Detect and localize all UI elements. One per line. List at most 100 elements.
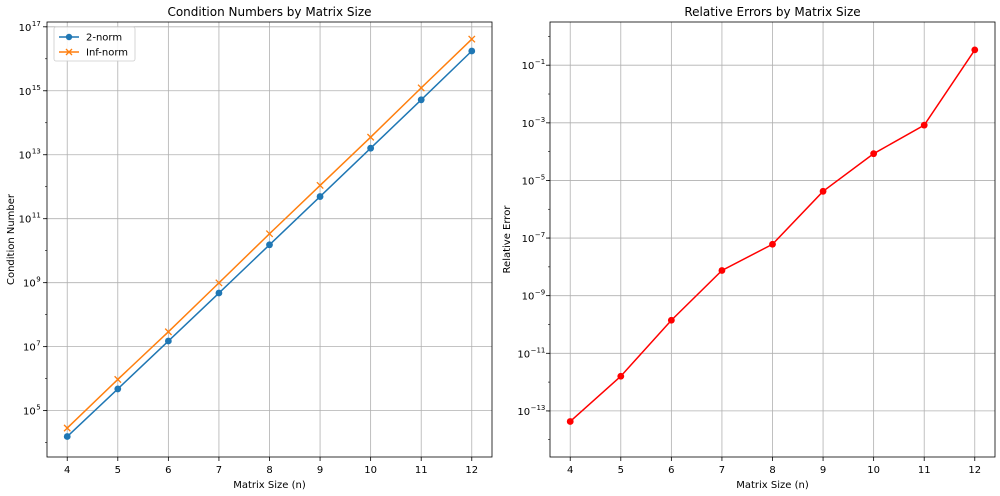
x-tick-label: 9 (317, 465, 323, 476)
data-point (920, 121, 928, 129)
data-point (114, 375, 122, 384)
y-tick-label-exponent: 13 (32, 148, 41, 156)
data-point (114, 385, 122, 393)
y-tick-label: 10 (23, 279, 36, 290)
x-tick-label: 10 (867, 465, 880, 476)
y-tick-label-exponent: −11 (531, 346, 546, 354)
legend: 2-norm Inf-norm (53, 26, 136, 62)
x-axis-label: Matrix Size (n) (736, 480, 809, 491)
x-tick-label: 5 (618, 465, 624, 476)
data-point (468, 35, 476, 43)
data-point (215, 279, 223, 287)
chart-title: Condition Numbers by Matrix Size (167, 5, 371, 19)
marker-stroke (215, 279, 223, 287)
y-tick-label: 10 (19, 151, 32, 162)
y-tick-label-exponent: 5 (36, 404, 40, 412)
data-point (667, 316, 675, 324)
chart-panel-2: Relative Errors by Matrix Size 4 5 6 7 8 9 10 11… (502, 5, 996, 491)
grid (550, 22, 995, 457)
x-tick-label: 9 (820, 465, 826, 476)
x-tick-label: 4 (567, 465, 573, 476)
x-tick-label: 5 (115, 465, 121, 476)
y-tick-label-exponent: 7 (36, 340, 40, 348)
y-tick-label-exponent: 17 (32, 20, 41, 28)
y-axis-label: Relative Error (502, 205, 513, 274)
data-point (63, 433, 71, 440)
legend-entry: 2-norm (59, 33, 122, 44)
data-point (870, 150, 878, 158)
series-relative-error (566, 46, 979, 425)
x-axis-label: Matrix Size (n) (233, 480, 306, 491)
y-tick-label: 10 (23, 407, 36, 418)
y-tick-label: 10 (522, 61, 535, 72)
y-tick-label-exponent: −9 (535, 289, 545, 297)
data-point (366, 133, 375, 141)
legend-label: Inf-norm (86, 48, 128, 59)
data-point (316, 181, 324, 190)
y-tick-label: 10 (522, 176, 535, 187)
marker-stroke (114, 375, 122, 384)
x-tick-label: 7 (216, 465, 222, 476)
data-point (617, 372, 625, 380)
x-tick-label: 11 (918, 465, 931, 476)
data-point (718, 267, 726, 274)
data-point (63, 424, 71, 432)
y-tick-label: 10 (517, 349, 530, 360)
y-tick-label-exponent: −3 (535, 116, 545, 124)
x-tick-label: 6 (668, 465, 674, 476)
x-tick-label: 7 (719, 465, 725, 476)
marker-stroke (265, 230, 274, 238)
chart-title: Relative Errors by Matrix Size (684, 5, 860, 19)
data-point (566, 418, 574, 425)
series-2-norm (63, 47, 476, 440)
y-tick-label-exponent: −5 (535, 173, 545, 181)
y-tick-label: 10 (522, 119, 535, 130)
y-tick-label-exponent: −7 (535, 231, 545, 239)
y-tick-label: 10 (522, 292, 535, 303)
y-tick-label-exponent: 11 (32, 212, 41, 220)
y-tick-label: 10 (517, 407, 530, 418)
y-tick-label-exponent: −1 (535, 58, 545, 66)
x-tick-label: 6 (165, 465, 171, 476)
y-tick-label-exponent: 9 (36, 276, 40, 284)
y-tick-label: 10 (19, 23, 32, 34)
marker-stroke (417, 84, 425, 92)
marker-stroke (164, 328, 173, 336)
data-point (367, 144, 375, 152)
marker-stroke (468, 35, 476, 43)
y-tick-label-exponent: 15 (32, 84, 41, 92)
marker-stroke (366, 133, 375, 141)
y-tick-label: 10 (23, 343, 36, 354)
legend-marker (65, 33, 73, 41)
y-tick-label: 10 (522, 234, 535, 245)
data-point (316, 193, 324, 200)
data-point (417, 96, 425, 104)
x-tick-label: 4 (64, 465, 70, 476)
x-tick-label: 10 (364, 465, 377, 476)
y-axis-label: Condition Number (6, 193, 17, 285)
y-tick-label-exponent: −13 (531, 404, 546, 412)
x-tick-label: 12 (968, 465, 981, 476)
y-tick-label: 10 (19, 87, 32, 98)
data-point (417, 84, 425, 92)
data-point (819, 187, 827, 195)
legend-label: 2-norm (86, 33, 122, 44)
data-point (266, 241, 273, 249)
legend-entry: Inf-norm (59, 48, 128, 59)
legend-marker (65, 48, 73, 56)
x-tick-label: 11 (415, 465, 428, 476)
marker-stroke (316, 181, 324, 190)
data-point (215, 289, 223, 297)
marker-stroke (63, 424, 71, 432)
x-tick-label: 12 (465, 465, 478, 476)
data-point (164, 328, 173, 336)
data-point (164, 337, 172, 345)
series-inf-norm (63, 35, 476, 432)
data-point (769, 240, 776, 248)
x-tick-label: 8 (769, 465, 775, 476)
data-point (265, 230, 274, 238)
